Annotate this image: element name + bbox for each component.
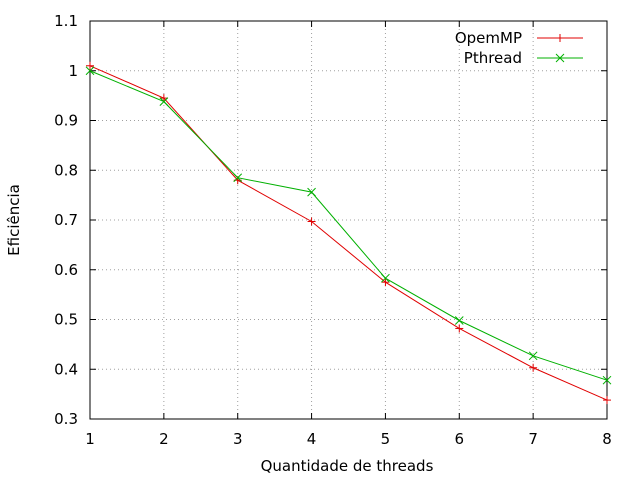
- x-axis-label: Quantidade de threads: [261, 457, 434, 475]
- data-point-pthread: [85, 66, 95, 76]
- data-point-opemmp: [603, 396, 611, 405]
- data-point-opemmp: [381, 278, 390, 287]
- y-tick-label: 1.1: [54, 12, 78, 30]
- data-point-opemmp: [529, 363, 538, 372]
- x-tick-label: 5: [381, 430, 391, 448]
- data-point-pthread: [602, 375, 612, 385]
- legend-label-opemmp: OpemMP: [455, 29, 522, 47]
- x-tick-label: 4: [307, 430, 317, 448]
- data-point-opemmp: [455, 324, 464, 333]
- data-point-pthread: [381, 273, 390, 283]
- legend-label-pthread: Pthread: [464, 49, 522, 67]
- data-point-pthread: [159, 97, 169, 106]
- x-tick-label: 3: [233, 430, 243, 448]
- x-tick-label: 8: [602, 430, 612, 448]
- axis-ticks: 1 2 3 4 5 6 7 8 0.3 0.4 0.5 0.6 0.7 0.8 0.9 1 1.1: [54, 12, 612, 448]
- y-tick-label: 0.6: [54, 261, 78, 279]
- y-tick-label: 1: [68, 62, 78, 80]
- x-tick-label: 6: [455, 430, 465, 448]
- series-line-opemmp: [89, 65, 608, 401]
- series-layer: [85, 61, 612, 405]
- legend-marker-opemmp: [556, 34, 564, 42]
- data-point-pthread: [233, 173, 243, 183]
- y-tick-label: 0.8: [54, 161, 78, 179]
- x-tick-label: 7: [528, 430, 538, 448]
- series-line-pthread: [89, 70, 608, 381]
- y-tick-label: 0.7: [54, 211, 78, 229]
- y-tick-label: 0.4: [54, 360, 78, 378]
- y-axis-label: Eficiência: [5, 184, 23, 256]
- data-point-pthread: [454, 316, 464, 325]
- x-tick-label: 2: [159, 430, 169, 448]
- x-tick-label: 1: [85, 430, 95, 448]
- y-tick-label: 0.9: [54, 112, 78, 130]
- y-tick-label: 0.5: [54, 311, 78, 329]
- y-tick-label: 0.3: [54, 410, 78, 428]
- data-point-pthread: [307, 187, 316, 197]
- data-point-opemmp: [159, 94, 168, 103]
- legend-marker-pthread: [555, 53, 565, 63]
- data-point-opemmp: [86, 61, 94, 70]
- data-point-pthread: [528, 351, 538, 361]
- data-point-opemmp: [307, 217, 316, 226]
- legend: OpemMP Pthread: [455, 29, 583, 67]
